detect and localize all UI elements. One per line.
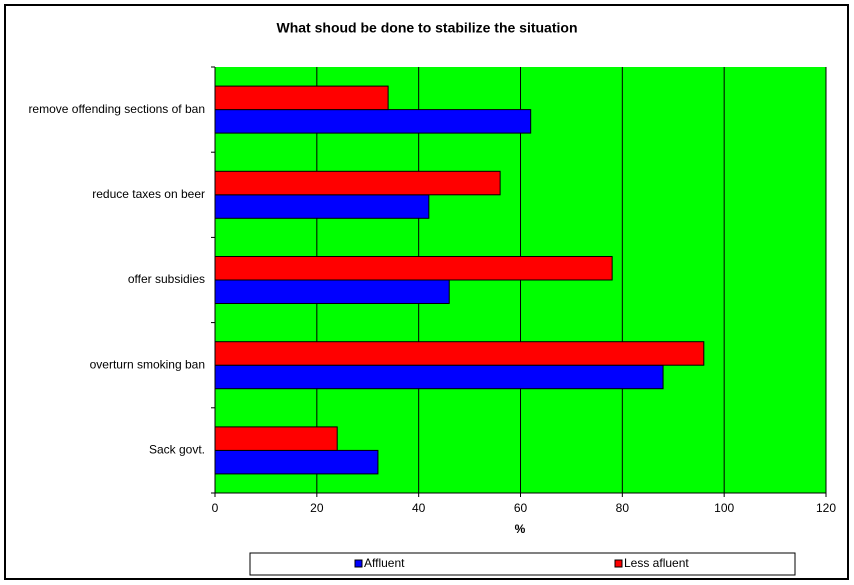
x-tick-label: 20 bbox=[310, 501, 324, 515]
legend-label: Affluent bbox=[364, 556, 405, 570]
bar bbox=[214, 426, 338, 451]
legend-swatch bbox=[614, 559, 623, 568]
legend-label: Less afluent bbox=[624, 556, 689, 570]
x-tick-label: 100 bbox=[714, 501, 734, 515]
y-tick-label: offer subsidies bbox=[128, 272, 205, 286]
x-tick-label: 0 bbox=[212, 501, 219, 515]
y-tick-label: reduce taxes on beer bbox=[92, 187, 205, 201]
bar bbox=[214, 170, 501, 196]
legend-box bbox=[249, 552, 796, 576]
x-axis-label: % bbox=[515, 522, 526, 536]
bar bbox=[214, 109, 532, 134]
y-tick-label: remove offending sections of ban bbox=[28, 102, 205, 116]
x-tick-label: 120 bbox=[816, 501, 836, 515]
bar bbox=[214, 279, 450, 304]
chart-title: What shoud be done to stabilize the situ… bbox=[277, 20, 578, 36]
bar bbox=[214, 341, 705, 366]
bar bbox=[214, 256, 613, 281]
y-tick-label: Sack govt. bbox=[149, 443, 205, 457]
bar bbox=[214, 85, 389, 111]
bar bbox=[214, 194, 430, 219]
bar bbox=[214, 364, 664, 390]
y-tick-label: overturn smoking ban bbox=[90, 357, 205, 371]
bar bbox=[214, 449, 379, 475]
x-tick-label: 80 bbox=[616, 501, 630, 515]
x-tick-label: 60 bbox=[514, 501, 528, 515]
x-tick-label: 40 bbox=[412, 501, 426, 515]
legend-swatch bbox=[354, 559, 363, 568]
